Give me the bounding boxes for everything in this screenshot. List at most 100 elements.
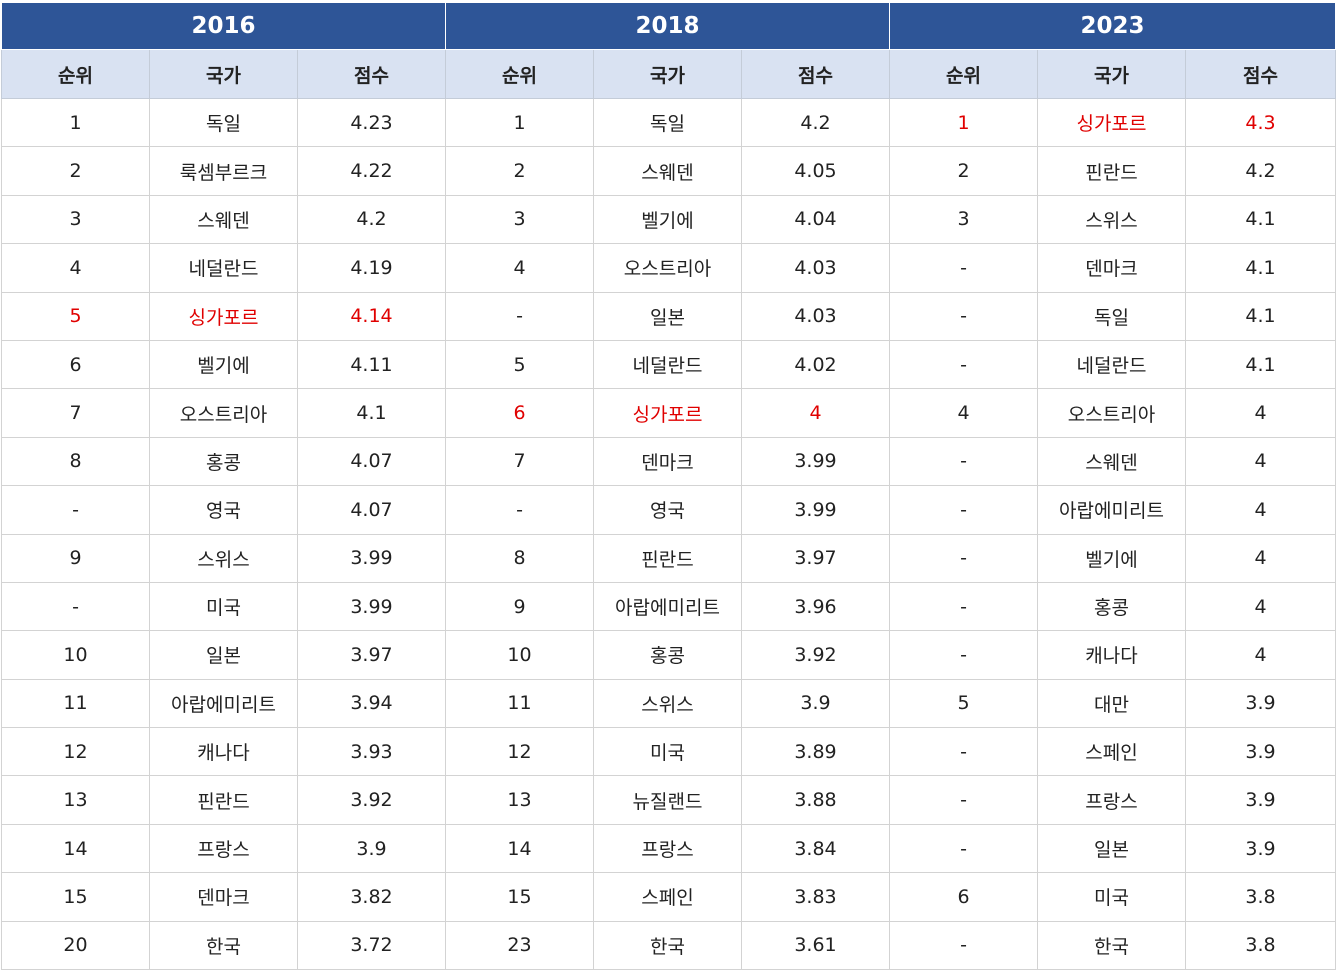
score-cell: 3.93: [297, 727, 446, 777]
country-cell: 스웨덴: [149, 194, 298, 245]
score-cell: 4.1: [1185, 339, 1336, 390]
score-cell: 4: [1185, 388, 1336, 438]
country-cell: 싱가포르: [149, 291, 298, 341]
rank-cell: 9: [1, 533, 150, 583]
score-cell: 4.1: [1185, 243, 1336, 293]
score-cell: 4: [1185, 533, 1336, 583]
score-cell: 4.23: [297, 97, 446, 148]
score-cell: 3.94: [297, 678, 446, 729]
country-cell: 한국: [593, 920, 742, 971]
table-row: 2 룩셈부르크 4.22 2 스웨덴 4.05 2 핀란드 4.2: [1, 146, 1336, 196]
rank-cell: 1: [889, 97, 1038, 148]
country-cell: 스페인: [1037, 727, 1186, 777]
rank-cell: -: [889, 436, 1038, 487]
rank-cell: 6: [889, 872, 1038, 922]
country-cell: 스페인: [593, 872, 742, 922]
rank-cell: -: [889, 775, 1038, 825]
rank-cell: -: [889, 533, 1038, 583]
rank-cell: 4: [445, 243, 594, 293]
score-cell: 4.02: [741, 339, 890, 390]
table-row: 20 한국 3.72 23 한국 3.61- 한국 3.8: [1, 920, 1336, 971]
table-row: - 영국 4.07- 영국 3.99- 아랍에미리트 4: [1, 485, 1336, 535]
rank-cell: 7: [1, 388, 150, 438]
country-cell: 홍콩: [593, 630, 742, 680]
country-cell: 싱가포르: [1037, 97, 1186, 148]
rank-cell: 11: [1, 678, 150, 729]
country-cell: 일본: [593, 291, 742, 341]
score-cell: 4.11: [297, 339, 446, 390]
score-cell: 4.14: [297, 291, 446, 341]
rank-cell: 3: [1, 194, 150, 245]
score-cell: 3.72: [297, 920, 446, 971]
column-header-score: 점수: [297, 49, 446, 99]
country-cell: 영국: [593, 485, 742, 535]
country-cell: 일본: [149, 630, 298, 680]
country-cell: 스웨덴: [1037, 436, 1186, 487]
country-cell: 네덜란드: [593, 339, 742, 390]
country-cell: 미국: [1037, 872, 1186, 922]
score-cell: 4.03: [741, 243, 890, 293]
rank-cell: 11: [445, 678, 594, 729]
country-cell: 독일: [1037, 291, 1186, 341]
rank-cell: -: [889, 339, 1038, 390]
table-row: 10 일본 3.97 10 홍콩 3.92- 캐나다 4: [1, 630, 1336, 680]
rank-cell: 14: [1, 823, 150, 874]
country-cell: 독일: [149, 97, 298, 148]
country-cell: 스위스: [1037, 194, 1186, 245]
rank-cell: 5: [445, 339, 594, 390]
country-cell: 일본: [1037, 823, 1186, 874]
rank-cell: -: [889, 630, 1038, 680]
rank-cell: -: [445, 291, 594, 341]
score-cell: 3.9: [1185, 823, 1336, 874]
score-cell: 3.8: [1185, 920, 1336, 971]
rank-cell: 13: [445, 775, 594, 825]
rank-cell: -: [889, 485, 1038, 535]
table-row: 12 캐나다 3.93 12 미국 3.89- 스페인 3.9: [1, 727, 1336, 777]
country-cell: 홍콩: [149, 436, 298, 487]
rank-cell: 6: [445, 388, 594, 438]
score-cell: 4: [1185, 630, 1336, 680]
column-header-country: 국가: [149, 49, 298, 99]
rank-cell: 4: [889, 388, 1038, 438]
score-cell: 4.2: [297, 194, 446, 245]
country-cell: 프랑스: [1037, 775, 1186, 825]
rank-cell: 20: [1, 920, 150, 971]
country-cell: 싱가포르: [593, 388, 742, 438]
table-row: 11 아랍에미리트 3.94 11 스위스 3.9 5 대만 3.9: [1, 678, 1336, 729]
country-cell: 홍콩: [1037, 581, 1186, 632]
column-header-country: 국가: [1037, 49, 1186, 99]
score-cell: 3.82: [297, 872, 446, 922]
table-row: 3 스웨덴 4.2 3 벨기에 4.04 3 스위스 4.1: [1, 194, 1336, 245]
rank-cell: 1: [445, 97, 594, 148]
rank-cell: -: [1, 485, 150, 535]
rank-cell: -: [889, 243, 1038, 293]
score-cell: 4.22: [297, 146, 446, 196]
ranking-body: 1 독일 4.23 1 독일 4.2 1 싱가포르 4.3 2 룩셈부르크 4.22 2 스웨덴 4.05 2…: [1, 97, 1336, 971]
rank-cell: 1: [1, 97, 150, 148]
score-cell: 3.84: [741, 823, 890, 874]
table-row: 1 독일 4.23 1 독일 4.2 1 싱가포르 4.3: [1, 97, 1336, 148]
score-cell: 3.83: [741, 872, 890, 922]
country-cell: 스웨덴: [593, 146, 742, 196]
country-cell: 미국: [149, 581, 298, 632]
country-cell: 네덜란드: [149, 243, 298, 293]
country-cell: 벨기에: [149, 339, 298, 390]
rank-cell: 12: [1, 727, 150, 777]
table-row: 5 싱가포르 4.14- 일본 4.03- 독일 4.1: [1, 291, 1336, 341]
country-cell: 핀란드: [593, 533, 742, 583]
column-header-rank: 순위: [889, 49, 1038, 99]
score-cell: 4: [1185, 436, 1336, 487]
column-header-score: 점수: [1185, 49, 1336, 99]
score-cell: 3.92: [297, 775, 446, 825]
rank-cell: 7: [445, 436, 594, 487]
score-cell: 4.2: [741, 97, 890, 148]
country-cell: 한국: [149, 920, 298, 971]
score-cell: 3.9: [1185, 678, 1336, 729]
score-cell: 3.99: [297, 533, 446, 583]
table-row: 7 오스트리아 4.1 6 싱가포르 4 4 오스트리아 4: [1, 388, 1336, 438]
rank-cell: 2: [1, 146, 150, 196]
score-cell: 3.99: [741, 436, 890, 487]
score-cell: 4.05: [741, 146, 890, 196]
score-cell: 3.88: [741, 775, 890, 825]
